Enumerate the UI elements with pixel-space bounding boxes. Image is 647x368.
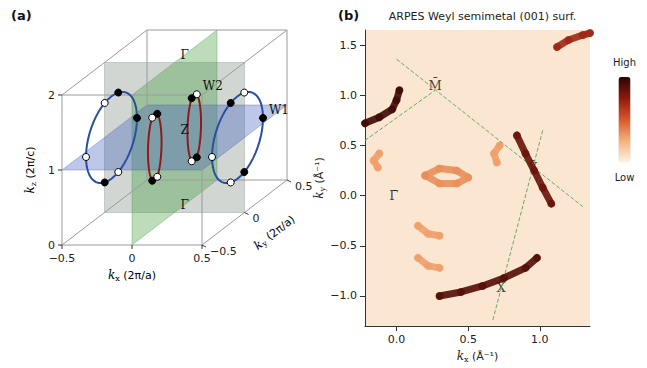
- svg-text:1.0: 1.0: [340, 89, 358, 102]
- svg-text:Z: Z: [181, 123, 189, 137]
- svg-text:−0.5: −0.5: [49, 252, 76, 265]
- svg-text:1: 1: [48, 164, 55, 177]
- svg-text:High: High: [613, 57, 636, 68]
- svg-text:1.5: 1.5: [340, 39, 358, 52]
- svg-text:(2π/a): (2π/a): [261, 213, 298, 245]
- svg-text:(Å⁻¹): (Å⁻¹): [313, 157, 326, 187]
- svg-text:(2π/c): (2π/c): [24, 147, 37, 182]
- svg-text:z: z: [28, 182, 38, 187]
- svg-text:0.5: 0.5: [295, 180, 313, 193]
- svg-text:Γ̄: Γ̄: [389, 188, 398, 203]
- svg-text:−0.5: −0.5: [330, 239, 357, 252]
- svg-text:k: k: [108, 268, 115, 282]
- svg-text:1.0: 1.0: [531, 333, 549, 346]
- svg-text:0.0: 0.0: [340, 189, 358, 202]
- svg-text:Low: Low: [615, 172, 635, 183]
- svg-text:0.5: 0.5: [193, 252, 211, 265]
- svg-text:M̄: M̄: [428, 77, 442, 93]
- svg-text:0: 0: [48, 239, 55, 252]
- svg-text:0.5: 0.5: [340, 139, 358, 152]
- svg-text:0: 0: [129, 252, 136, 265]
- svg-text:y: y: [317, 187, 327, 192]
- svg-text:−0.5: −0.5: [210, 245, 237, 258]
- svg-text:−1.0: −1.0: [330, 289, 357, 302]
- svg-text:(b): (b): [338, 8, 359, 23]
- svg-text:(2π/a): (2π/a): [120, 269, 156, 282]
- svg-text:k: k: [312, 192, 326, 199]
- svg-text:X̄: X̄: [496, 280, 506, 296]
- svg-text:Γ: Γ: [181, 198, 189, 212]
- svg-text:2: 2: [48, 89, 55, 102]
- svg-text:0: 0: [253, 212, 260, 225]
- svg-text:k: k: [251, 237, 266, 253]
- svg-text:Γ: Γ: [181, 48, 189, 62]
- svg-text:(Å⁻¹): (Å⁻¹): [468, 350, 498, 363]
- svg-text:0.5: 0.5: [459, 333, 477, 346]
- svg-text:k: k: [457, 349, 464, 363]
- svg-text:x: x: [115, 273, 120, 283]
- svg-text:x: x: [464, 354, 469, 364]
- svg-text:0.0: 0.0: [388, 333, 406, 346]
- svg-text:W2: W2: [203, 79, 223, 93]
- svg-text:k: k: [23, 186, 37, 193]
- svg-text:(a): (a): [11, 8, 32, 23]
- svg-text:W1: W1: [269, 103, 289, 117]
- svg-text:ARPES Weyl semimetal (001) sur: ARPES Weyl semimetal (001) surf.: [389, 10, 577, 23]
- svg-text:y: y: [260, 238, 270, 249]
